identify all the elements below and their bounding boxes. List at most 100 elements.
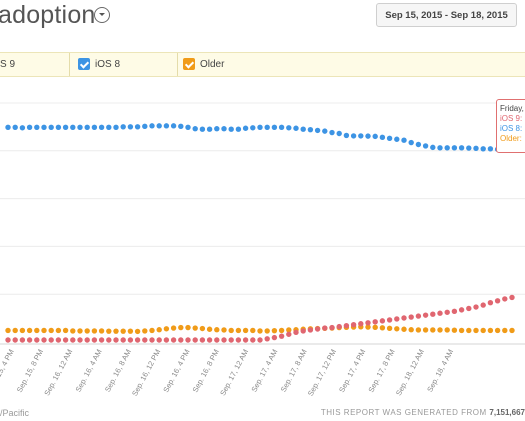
data-point-ios9[interactable]	[415, 313, 422, 319]
data-point-older[interactable]	[77, 328, 83, 334]
data-point-ios8[interactable]	[120, 124, 126, 130]
data-point-older[interactable]	[422, 327, 429, 333]
data-point-ios9[interactable]	[473, 304, 479, 310]
data-point-older[interactable]	[228, 327, 234, 334]
data-point-ios8[interactable]	[77, 124, 83, 130]
data-point-older[interactable]	[466, 327, 472, 334]
data-point-older[interactable]	[134, 328, 141, 335]
data-point-ios8[interactable]	[286, 125, 292, 131]
data-point-ios9[interactable]	[199, 337, 206, 343]
data-point-older[interactable]	[502, 327, 508, 334]
data-point-ios9[interactable]	[379, 318, 386, 324]
data-point-ios9[interactable]	[156, 337, 162, 343]
data-point-older[interactable]	[55, 327, 62, 334]
data-point-ios9[interactable]	[329, 324, 335, 331]
data-point-ios8[interactable]	[55, 124, 62, 130]
data-point-ios9[interactable]	[307, 327, 314, 333]
data-point-ios8[interactable]	[264, 124, 270, 130]
data-point-ios8[interactable]	[444, 145, 450, 151]
data-point-ios8[interactable]	[473, 145, 479, 152]
data-point-ios8[interactable]	[221, 126, 227, 132]
chevron-down-icon[interactable]	[94, 7, 110, 23]
data-point-ios8[interactable]	[214, 126, 220, 132]
data-point-ios9[interactable]	[48, 337, 54, 343]
data-point-ios9[interactable]	[142, 337, 148, 343]
data-point-ios9[interactable]	[502, 296, 508, 302]
data-point-ios9[interactable]	[235, 337, 242, 343]
data-point-ios9[interactable]	[257, 337, 263, 343]
data-point-ios8[interactable]	[149, 123, 155, 129]
data-point-ios9[interactable]	[386, 317, 393, 323]
data-point-ios9[interactable]	[358, 321, 364, 327]
data-point-ios9[interactable]	[62, 337, 69, 343]
data-point-ios9[interactable]	[192, 337, 198, 343]
data-point-older[interactable]	[250, 327, 256, 334]
data-point-ios8[interactable]	[322, 128, 328, 134]
data-point-older[interactable]	[264, 328, 270, 334]
data-point-ios8[interactable]	[91, 124, 98, 130]
data-point-older[interactable]	[257, 328, 263, 334]
data-point-ios8[interactable]	[206, 126, 213, 132]
data-point-older[interactable]	[199, 325, 206, 332]
data-point-older[interactable]	[192, 325, 198, 331]
data-point-ios9[interactable]	[26, 337, 33, 343]
data-point-ios9[interactable]	[430, 311, 436, 317]
data-point-ios9[interactable]	[113, 337, 119, 343]
data-point-older[interactable]	[480, 327, 486, 334]
data-point-ios9[interactable]	[458, 307, 465, 313]
data-point-ios8[interactable]	[458, 145, 465, 151]
data-point-ios8[interactable]	[430, 144, 436, 151]
data-point-ios9[interactable]	[300, 328, 306, 334]
data-point-ios9[interactable]	[98, 337, 105, 343]
data-point-ios8[interactable]	[480, 146, 486, 152]
data-point-older[interactable]	[142, 328, 148, 334]
data-point-ios9[interactable]	[286, 331, 292, 337]
data-point-older[interactable]	[106, 328, 112, 334]
data-point-older[interactable]	[84, 328, 90, 334]
data-point-ios9[interactable]	[336, 323, 342, 330]
data-point-ios8[interactable]	[257, 124, 263, 130]
data-point-ios9[interactable]	[84, 337, 90, 343]
data-point-ios8[interactable]	[185, 124, 191, 130]
data-point-ios9[interactable]	[509, 294, 515, 301]
data-point-ios8[interactable]	[26, 124, 33, 130]
data-point-older[interactable]	[437, 327, 443, 333]
data-point-ios8[interactable]	[127, 124, 134, 130]
checkbox-checked-icon[interactable]	[183, 58, 195, 70]
data-point-ios8[interactable]	[156, 123, 162, 129]
data-point-older[interactable]	[149, 327, 155, 334]
data-point-ios9[interactable]	[487, 300, 494, 306]
data-point-older[interactable]	[70, 328, 76, 334]
data-point-older[interactable]	[451, 327, 458, 333]
data-point-ios8[interactable]	[437, 145, 443, 151]
data-point-ios9[interactable]	[408, 314, 414, 320]
data-point-ios9[interactable]	[264, 336, 270, 342]
data-point-older[interactable]	[185, 324, 191, 331]
data-point-older[interactable]	[113, 328, 119, 334]
data-point-ios8[interactable]	[12, 124, 18, 130]
data-point-older[interactable]	[379, 325, 386, 331]
data-point-ios9[interactable]	[278, 333, 285, 339]
data-point-ios8[interactable]	[48, 124, 54, 130]
data-point-older[interactable]	[48, 327, 54, 334]
data-point-ios9[interactable]	[480, 302, 486, 308]
data-point-ios8[interactable]	[163, 123, 170, 129]
data-point-ios8[interactable]	[379, 134, 386, 141]
data-point-older[interactable]	[444, 327, 450, 333]
data-point-ios8[interactable]	[358, 133, 364, 139]
legend-item-ios9[interactable]: S 9	[0, 53, 15, 76]
data-point-ios9[interactable]	[221, 337, 227, 343]
data-point-ios9[interactable]	[206, 337, 213, 343]
data-point-ios9[interactable]	[106, 337, 112, 343]
data-point-ios9[interactable]	[444, 309, 450, 315]
data-point-older[interactable]	[473, 327, 479, 334]
data-point-ios8[interactable]	[235, 126, 242, 132]
data-point-older[interactable]	[62, 327, 69, 334]
data-point-ios9[interactable]	[293, 329, 299, 336]
data-point-older[interactable]	[5, 327, 11, 334]
data-point-ios8[interactable]	[329, 129, 335, 136]
data-point-older[interactable]	[170, 325, 177, 331]
data-point-older[interactable]	[372, 324, 378, 331]
data-point-ios9[interactable]	[34, 337, 40, 343]
data-point-ios9[interactable]	[401, 315, 407, 321]
